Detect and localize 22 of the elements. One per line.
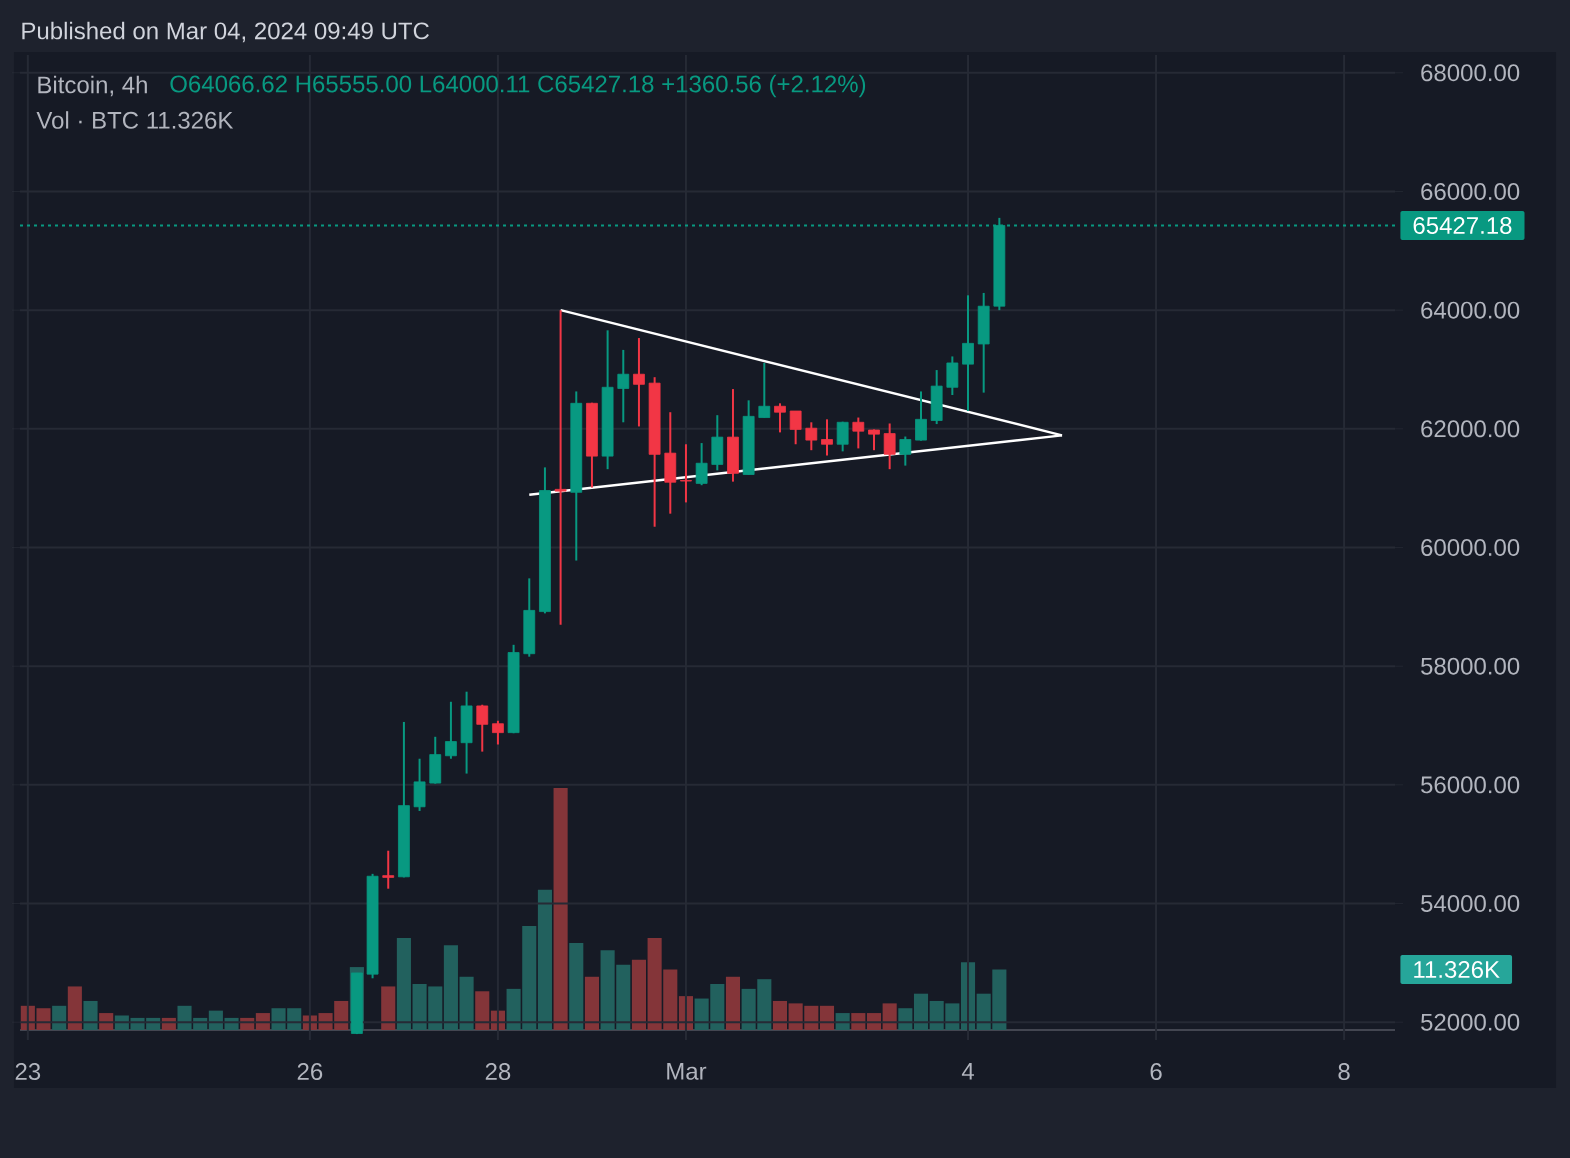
x-tick-label: 4	[961, 1063, 974, 1080]
x-tick-label: 8	[1338, 1063, 1350, 1081]
y-tick-label: 56000.00	[1421, 776, 1520, 794]
x-tick-label: 26	[297, 1063, 323, 1081]
x-tick-label: Mar	[667, 1063, 707, 1080]
x-tick-label: 23	[15, 1063, 41, 1081]
text: O64066.62 H65555.00 L64000.11 C65427.18 +1360.56 (+2.12%)	[170, 74, 866, 98]
y-tick-label: 54000.00	[1421, 895, 1520, 913]
y-tick-label: 68000.00	[1421, 64, 1520, 82]
text: 11.326K	[1414, 961, 1500, 978]
text: Bitcoin, 4h	[38, 75, 147, 97]
y-tick-label: 58000.00	[1421, 657, 1520, 675]
x-tick-label: 28	[485, 1063, 511, 1081]
y-tick-label: 64000.00	[1421, 301, 1520, 319]
ref-line-label: 65427.18	[1413, 216, 1512, 234]
y-tick-label: 62000.00	[1421, 420, 1520, 438]
y-tick-label: 60000.00	[1421, 539, 1520, 556]
annotation: Vol · BTC 11.326K	[36, 111, 234, 129]
y-tick-label: 52000.00	[1421, 1013, 1520, 1031]
y-tick-label: 66000.00	[1421, 182, 1520, 200]
text: Published on Mar 04, 2024 09:49 UTC	[22, 21, 429, 43]
x-tick-label: 6	[1150, 1063, 1162, 1081]
